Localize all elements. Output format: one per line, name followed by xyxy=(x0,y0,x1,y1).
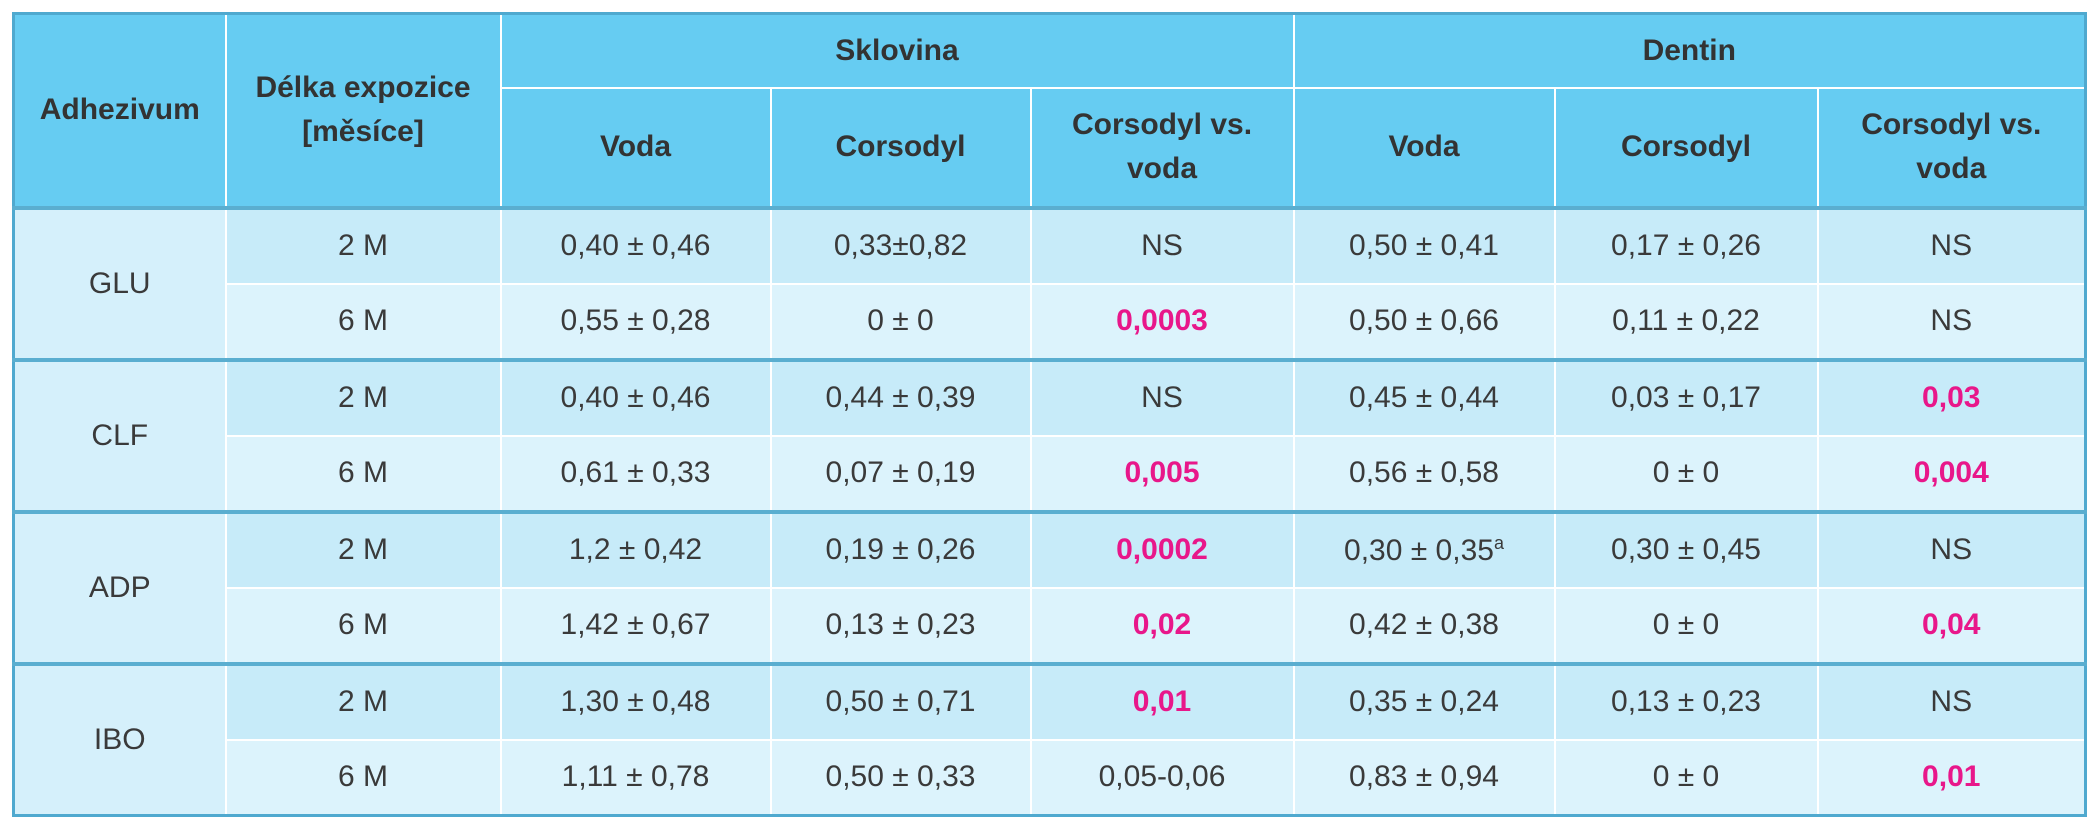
sklovina-voda-cell: 1,11 ± 0,78 xyxy=(499,738,772,817)
dentin-vs-cell: 0,03 xyxy=(1816,357,2087,437)
header-delka-line1: Délka expozice xyxy=(255,71,471,105)
header-delka-line2: [měsíce] xyxy=(302,115,424,149)
sklovina-corsodyl-cell: 0,33±0,82 xyxy=(769,205,1032,285)
header-vs-line2: voda xyxy=(1126,152,1198,185)
dentin-vs-cell: NS xyxy=(1816,282,2087,361)
months-cell: 6 M xyxy=(224,738,502,817)
dentin-corsodyl-cell: 0 ± 0 xyxy=(1553,738,1819,817)
months-cell: 6 M xyxy=(224,282,502,361)
table-row: 6 M 0,55 ± 0,28 0 ± 0 0,0003 0,50 ± 0,66… xyxy=(14,282,2087,361)
table-row: 6 M 0,61 ± 0,33 0,07 ± 0,19 0,005 0,56 ±… xyxy=(14,434,2087,513)
header-row-2: Voda Corsodyl Corsodyl vs. voda Voda Cor… xyxy=(14,86,2087,209)
sklovina-corsodyl-cell: 0,19 ± 0,26 xyxy=(769,509,1032,589)
header-row-1: Adhezivum Délka expozice [měsíce] Sklovi… xyxy=(12,12,2087,209)
months-cell: 6 M xyxy=(224,586,502,665)
header-sklovina-corsodyl: Corsodyl xyxy=(769,86,1032,209)
dentin-corsodyl-cell: 0,17 ± 0,26 xyxy=(1553,205,1819,285)
sklovina-vs-cell: 0,005 xyxy=(1029,434,1295,513)
dentin-voda-cell: 0,50 ± 0,66 xyxy=(1292,282,1556,361)
months-cell: 2 M xyxy=(224,205,502,285)
table-row: GLU 2 M 0,40 ± 0,46 0,33±0,82 NS 0,50 ± … xyxy=(12,205,2087,361)
header-vs-line1: Corsodyl vs. xyxy=(1071,108,1253,141)
dentin-corsodyl-cell: 0,03 ± 0,17 xyxy=(1553,357,1819,437)
sklovina-voda-cell: 0,40 ± 0,46 xyxy=(499,205,772,285)
header-dentin-voda: Voda xyxy=(1292,86,1556,209)
header-vs-line2: voda xyxy=(1916,152,1987,185)
footnote-marker: a xyxy=(1493,532,1504,553)
group-cell: ADP xyxy=(12,509,227,665)
dentin-corsodyl-cell: 0,30 ± 0,45 xyxy=(1553,509,1819,589)
sklovina-corsodyl-cell: 0,44 ± 0,39 xyxy=(769,357,1032,437)
results-table: Adhezivum Délka expozice [měsíce] Sklovi… xyxy=(12,12,2087,817)
dentin-voda-cell: 0,83 ± 0,94 xyxy=(1292,738,1556,817)
sklovina-vs-cell: 0,0002 xyxy=(1029,509,1295,589)
sklovina-vs-cell: NS xyxy=(1029,357,1295,437)
sklovina-voda-cell: 0,40 ± 0,46 xyxy=(499,357,772,437)
header-adhezivum: Adhezivum xyxy=(12,12,227,209)
sklovina-voda-cell: 1,30 ± 0,48 xyxy=(499,661,772,741)
dentin-corsodyl-cell: 0,11 ± 0,22 xyxy=(1553,282,1819,361)
header-delka-expozice: Délka expozice [měsíce] xyxy=(224,12,502,209)
table-row: CLF 2 M 0,40 ± 0,46 0,44 ± 0,39 NS 0,45 … xyxy=(12,357,2087,513)
sklovina-corsodyl-cell: 0,50 ± 0,33 xyxy=(769,738,1032,817)
group-cell: CLF xyxy=(12,357,227,513)
dentin-voda-cell: 0,45 ± 0,44 xyxy=(1292,357,1556,437)
dentin-vs-cell: NS xyxy=(1816,205,2087,285)
months-cell: 2 M xyxy=(224,661,502,741)
months-cell: 6 M xyxy=(224,434,502,513)
sklovina-corsodyl-cell: 0 ± 0 xyxy=(769,282,1032,361)
sklovina-voda-cell: 1,42 ± 0,67 xyxy=(499,586,772,665)
header-sklovina-vs: Corsodyl vs. voda xyxy=(1029,86,1295,209)
table-row: IBO 2 M 1,30 ± 0,48 0,50 ± 0,71 0,01 0,3… xyxy=(12,661,2087,817)
sklovina-vs-cell: NS xyxy=(1029,205,1295,285)
dentin-vs-cell: 0,01 xyxy=(1816,738,2087,817)
dentin-vs-cell: 0,004 xyxy=(1816,434,2087,513)
sklovina-voda-cell: 0,61 ± 0,33 xyxy=(499,434,772,513)
header-dentin-vs: Corsodyl vs. voda xyxy=(1816,86,2087,209)
dentin-voda-value: 0,30 ± 0,35 xyxy=(1344,533,1494,567)
dentin-voda-cell: 0,50 ± 0,41 xyxy=(1292,205,1556,285)
sklovina-vs-cell: 0,02 xyxy=(1029,586,1295,665)
sklovina-corsodyl-cell: 0,50 ± 0,71 xyxy=(769,661,1032,741)
sklovina-corsodyl-cell: 0,13 ± 0,23 xyxy=(769,586,1032,665)
group-cell: IBO xyxy=(12,661,227,817)
months-cell: 2 M xyxy=(224,357,502,437)
table-row: 6 M 1,42 ± 0,67 0,13 ± 0,23 0,02 0,42 ± … xyxy=(14,586,2087,665)
header-vs-line1: Corsodyl vs. xyxy=(1861,108,2042,141)
dentin-voda-cell: 0,56 ± 0,58 xyxy=(1292,434,1556,513)
dentin-voda-cell: 0,35 ± 0,24 xyxy=(1292,661,1556,741)
dentin-voda-cell: 0,42 ± 0,38 xyxy=(1292,586,1556,665)
dentin-corsodyl-cell: 0,13 ± 0,23 xyxy=(1553,661,1819,741)
sklovina-voda-cell: 0,55 ± 0,28 xyxy=(499,282,772,361)
months-cell: 2 M xyxy=(224,509,502,589)
header-sklovina-voda: Voda xyxy=(499,86,772,209)
sklovina-corsodyl-cell: 0,07 ± 0,19 xyxy=(769,434,1032,513)
header-dentin-corsodyl: Corsodyl xyxy=(1553,86,1819,209)
dentin-vs-cell: NS xyxy=(1816,661,2087,741)
table-row: 6 M 1,11 ± 0,78 0,50 ± 0,33 0,05-0,06 0,… xyxy=(14,738,2087,817)
table-row: ADP 2 M 1,2 ± 0,42 0,19 ± 0,26 0,0002 0,… xyxy=(12,509,2087,665)
header-sklovina: Sklovina xyxy=(499,12,1295,89)
dentin-corsodyl-cell: 0 ± 0 xyxy=(1553,586,1819,665)
sklovina-vs-cell: 0,05-0,06 xyxy=(1029,738,1295,817)
sklovina-vs-cell: 0,01 xyxy=(1029,661,1295,741)
dentin-voda-cell: 0,30 ± 0,35a xyxy=(1292,509,1556,589)
sklovina-vs-cell: 0,0003 xyxy=(1029,282,1295,361)
dentin-vs-cell: 0,04 xyxy=(1816,586,2087,665)
header-dentin: Dentin xyxy=(1292,12,2087,89)
dentin-vs-cell: NS xyxy=(1816,509,2087,589)
dentin-corsodyl-cell: 0 ± 0 xyxy=(1553,434,1819,513)
sklovina-voda-cell: 1,2 ± 0,42 xyxy=(499,509,772,589)
group-cell: GLU xyxy=(12,205,227,361)
